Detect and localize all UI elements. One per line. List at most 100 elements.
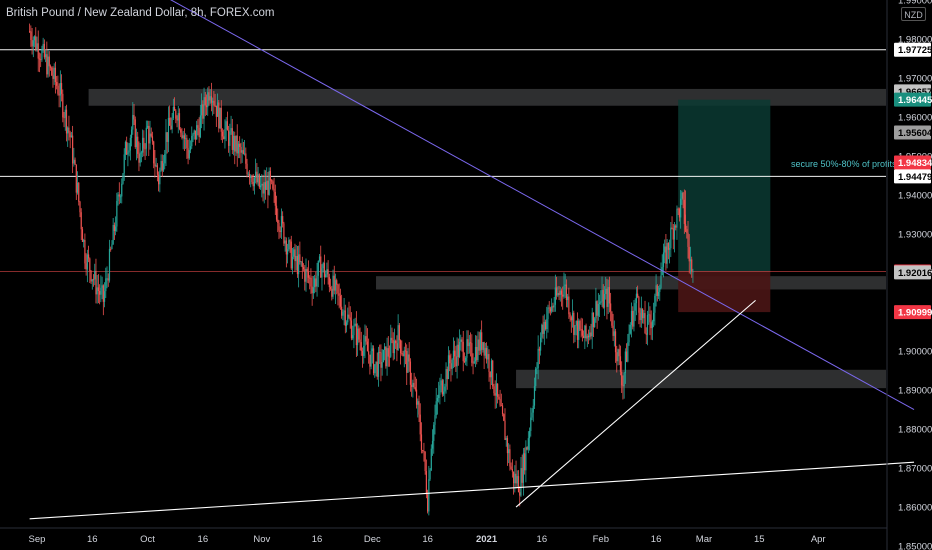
candle-up <box>591 312 593 337</box>
candle-up <box>571 312 574 321</box>
candle-up <box>516 476 518 484</box>
candle-down <box>461 339 463 342</box>
candle-down <box>521 468 523 483</box>
candle-down <box>40 59 42 60</box>
price-tag-label: 1.97725 <box>898 45 932 56</box>
candle-down <box>585 325 587 339</box>
candle-down <box>336 280 338 285</box>
candle-down <box>275 205 278 220</box>
zone-rect[interactable] <box>516 369 886 389</box>
candle-up <box>634 303 636 311</box>
candle-up <box>417 401 419 405</box>
x-tick-label: Mar <box>696 534 712 545</box>
trendline[interactable] <box>29 461 915 520</box>
candle-down <box>612 325 614 336</box>
candle-down <box>43 43 45 58</box>
candle-up <box>182 135 184 139</box>
currency-button[interactable]: NZD <box>901 7 926 21</box>
candle-down <box>220 107 222 132</box>
candle-up <box>575 321 577 326</box>
candle-up <box>648 314 650 316</box>
candle-down <box>311 286 313 294</box>
candle-down <box>686 229 688 233</box>
candle-down <box>614 331 617 353</box>
candle-down <box>175 110 177 119</box>
candle-up <box>393 340 396 354</box>
time-axis[interactable]: Sep 16 Oct 16 Nov 16 Dec 16 2021 16 Feb 16 Mar 15 Apr <box>0 527 887 545</box>
candle-up <box>353 325 355 336</box>
candle-up <box>541 324 543 338</box>
y-tick-label: 1.99000 <box>898 0 932 7</box>
candle-down <box>178 113 181 130</box>
candle-down <box>158 174 160 185</box>
candle-down <box>81 229 84 242</box>
candle-up <box>41 49 43 60</box>
candle-down <box>476 346 478 361</box>
candle-up <box>284 240 286 244</box>
candle-down <box>441 380 443 395</box>
candle-up <box>439 385 441 395</box>
trendline[interactable] <box>30 0 915 411</box>
trendline[interactable] <box>515 299 756 508</box>
trendlines-layer[interactable] <box>29 0 915 520</box>
x-tick-label: 16 <box>537 534 548 545</box>
position-layer[interactable] <box>678 99 771 313</box>
position-profit-zone[interactable] <box>678 99 771 272</box>
candle-down <box>581 329 583 336</box>
candle-up <box>94 270 96 280</box>
candle-down <box>90 270 92 282</box>
candle-down <box>368 351 370 355</box>
candle-down <box>198 127 200 138</box>
candle-down <box>423 450 425 452</box>
candle-down <box>214 105 216 107</box>
candle-up <box>536 368 538 370</box>
candle-down <box>97 287 100 292</box>
candle-down <box>366 341 369 352</box>
candle-down <box>251 175 253 182</box>
candle-down <box>621 371 623 386</box>
candle-up <box>140 152 143 154</box>
candle-down <box>641 308 644 319</box>
candle-down <box>99 291 101 295</box>
candle-down <box>420 434 423 451</box>
candle-up <box>127 152 129 155</box>
x-tick-label: 16 <box>651 534 662 545</box>
candle-down <box>413 382 415 388</box>
zone-rect[interactable] <box>376 276 886 290</box>
candle-down <box>415 389 418 405</box>
candle-up <box>628 333 630 343</box>
candle-up <box>280 216 283 232</box>
candles-layer <box>29 23 694 516</box>
candle-down <box>544 321 547 330</box>
candle-down <box>632 310 634 327</box>
candle-down <box>282 216 284 224</box>
candle-down <box>590 332 592 337</box>
candle-down <box>95 270 97 295</box>
candle-down <box>549 308 552 312</box>
candle-down <box>107 278 109 281</box>
candle-down <box>327 269 329 278</box>
x-tick-label: Nov <box>253 534 270 545</box>
candle-down <box>262 183 264 194</box>
candle-down <box>511 469 513 472</box>
candle-up <box>600 301 602 303</box>
candle-down <box>672 228 674 240</box>
candle-down <box>46 54 48 75</box>
candle-down <box>279 230 281 232</box>
candle-up <box>216 102 219 117</box>
candle-up <box>543 321 545 334</box>
price-tag <box>894 155 931 170</box>
candle-up <box>364 336 366 346</box>
y-tick-label: 1.93000 <box>898 230 932 241</box>
y-tick-label: 1.90000 <box>898 347 932 358</box>
candle-down <box>619 356 622 372</box>
candle-down <box>234 135 236 152</box>
candle-up <box>473 361 475 364</box>
profit-note-label: secure 50%-80% of profits <box>791 159 897 169</box>
candle-up <box>112 224 114 245</box>
candle-down <box>392 340 394 354</box>
candle-up <box>445 369 447 387</box>
candle-up <box>428 479 430 512</box>
candle-down <box>425 471 427 495</box>
